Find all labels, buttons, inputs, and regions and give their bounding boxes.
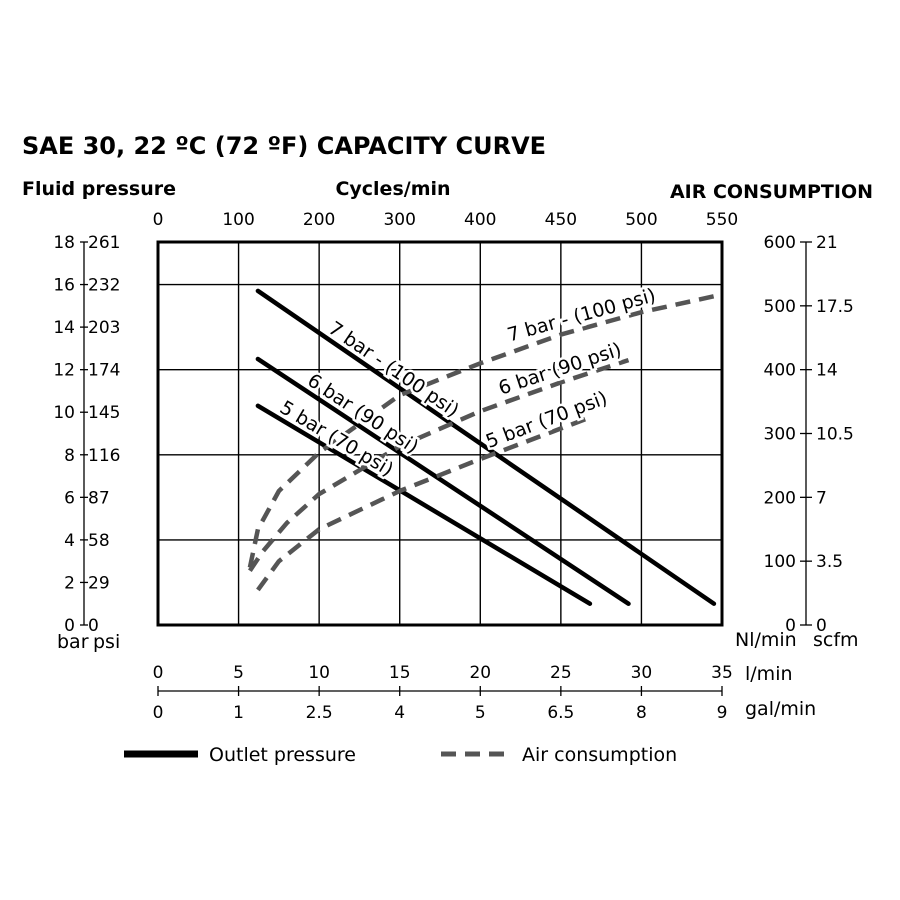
left-tick-psi: 0	[88, 616, 99, 636]
plot-frame	[156, 240, 724, 627]
left-tick-bar: 14	[53, 318, 75, 338]
right-tick-nl: 400	[764, 361, 796, 381]
air-consumption-curve	[247, 294, 715, 568]
right-tick-scfm: 14	[816, 361, 838, 381]
right-tick-nl: 600	[764, 233, 796, 253]
right-tick-scfm: 21	[816, 233, 838, 253]
outlet-pressure-line	[255, 403, 593, 606]
left-tick-bar: 2	[64, 573, 75, 593]
right-tick-nl: 100	[764, 552, 796, 572]
left-tick-bar: 8	[64, 446, 75, 466]
top-tick-label: 200	[303, 210, 335, 230]
top-axis-title: Cycles/min	[335, 178, 450, 200]
left-tick-bar: 4	[64, 531, 75, 551]
left-tick-psi: 29	[88, 573, 110, 593]
top-tick-label: 450	[545, 210, 577, 230]
left-tick-bar: 18	[53, 233, 75, 253]
top-tick-label: 400	[464, 210, 496, 230]
bottom-unit-galmin: gal/min	[745, 698, 816, 720]
left-tick-bar: 10	[53, 403, 75, 423]
top-tick-label: 500	[625, 210, 657, 230]
bottom-tick-lmin: 5	[233, 663, 244, 683]
bottom-tick-lmin: 35	[711, 663, 733, 683]
left-unit-bar: bar	[57, 631, 89, 653]
left-tick-psi: 87	[88, 488, 110, 508]
bottom-tick-galmin: 5	[475, 703, 486, 723]
right-tick-nl: 500	[764, 297, 796, 317]
bottom-tick-lmin: 15	[389, 663, 411, 683]
legend: Outlet pressure Air consumption	[124, 744, 677, 766]
right-tick-scfm: 0	[816, 616, 827, 636]
right-unit-nl: Nl/min	[735, 629, 797, 651]
left-tick-bar: 6	[64, 488, 75, 508]
left-tick-bar: 0	[64, 616, 75, 636]
left-axis-title: Fluid pressure	[22, 178, 176, 200]
chart-title: SAE 30, 22 ºC (72 ºF) CAPACITY CURVE	[22, 132, 546, 160]
top-tick-label: 100	[222, 210, 254, 230]
left-tick-bar: 16	[53, 276, 75, 296]
bottom-tick-galmin: 8	[636, 703, 647, 723]
bottom-tick-galmin: 0	[153, 703, 164, 723]
right-tick-scfm: 7	[816, 488, 827, 508]
outlet-pressure-line	[255, 288, 717, 606]
left-tick-psi: 232	[88, 276, 120, 296]
right-axis-title: AIR CONSUMPTION	[670, 181, 873, 203]
bottom-unit-lmin: l/min	[745, 663, 793, 685]
top-tick-label: 0	[153, 210, 164, 230]
bottom-tick-lmin: 10	[308, 663, 330, 683]
bottom-tick-galmin: 6.5	[547, 703, 574, 723]
left-tick-psi: 203	[88, 318, 120, 338]
left-unit-psi: psi	[93, 631, 120, 653]
left-tick-bar: 12	[53, 361, 75, 381]
right-tick-nl: 300	[764, 425, 796, 445]
right-tick-scfm: 17.5	[816, 297, 854, 317]
top-tick-label: 550	[706, 210, 738, 230]
left-tick-psi: 58	[88, 531, 110, 551]
bottom-tick-galmin: 4	[394, 703, 405, 723]
legend-outlet-label: Outlet pressure	[209, 744, 356, 766]
air-consumption-curve	[248, 357, 630, 572]
air-consumption-curve	[256, 415, 591, 592]
right-tick-nl: 200	[764, 488, 796, 508]
bottom-tick-galmin: 9	[717, 703, 728, 723]
right-unit-scfm: scfm	[813, 629, 859, 651]
left-tick-psi: 174	[88, 361, 120, 381]
right-tick-nl: 0	[785, 616, 796, 636]
legend-air-label: Air consumption	[522, 744, 677, 766]
left-tick-psi: 145	[88, 403, 120, 423]
bottom-tick-lmin: 0	[153, 663, 164, 683]
grid	[158, 242, 722, 625]
top-tick-label: 300	[383, 210, 415, 230]
outlet-pressure-line	[255, 356, 631, 606]
series-layer	[247, 288, 717, 606]
bottom-tick-galmin: 1	[233, 703, 244, 723]
right-tick-scfm: 10.5	[816, 425, 854, 445]
left-tick-psi: 261	[88, 233, 120, 253]
bottom-tick-lmin: 20	[469, 663, 491, 683]
bottom-tick-lmin: 30	[631, 663, 653, 683]
bottom-tick-galmin: 2.5	[306, 703, 333, 723]
left-tick-psi: 116	[88, 446, 120, 466]
right-tick-scfm: 3.5	[816, 552, 843, 572]
bottom-tick-lmin: 25	[550, 663, 572, 683]
